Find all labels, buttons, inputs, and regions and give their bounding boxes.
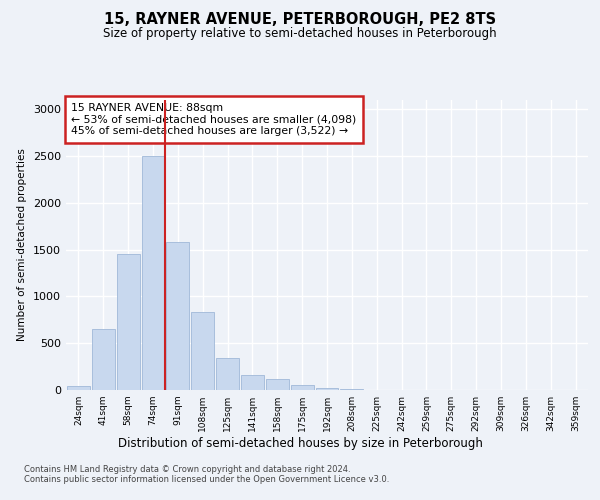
Y-axis label: Number of semi-detached properties: Number of semi-detached properties — [17, 148, 28, 342]
Bar — [266, 379, 289, 390]
Bar — [340, 389, 363, 390]
Text: Contains public sector information licensed under the Open Government Licence v3: Contains public sector information licen… — [24, 476, 389, 484]
Bar — [142, 156, 164, 390]
Text: Contains HM Land Registry data © Crown copyright and database right 2024.: Contains HM Land Registry data © Crown c… — [24, 466, 350, 474]
Bar — [216, 358, 239, 390]
Text: 15 RAYNER AVENUE: 88sqm
← 53% of semi-detached houses are smaller (4,098)
45% of: 15 RAYNER AVENUE: 88sqm ← 53% of semi-de… — [71, 103, 356, 136]
Bar — [166, 242, 189, 390]
Bar — [117, 254, 140, 390]
Bar — [191, 312, 214, 390]
Text: Size of property relative to semi-detached houses in Peterborough: Size of property relative to semi-detach… — [103, 28, 497, 40]
Bar — [316, 388, 338, 390]
Bar — [67, 386, 90, 390]
Bar — [241, 374, 264, 390]
Text: 15, RAYNER AVENUE, PETERBOROUGH, PE2 8TS: 15, RAYNER AVENUE, PETERBOROUGH, PE2 8TS — [104, 12, 496, 28]
Bar — [291, 386, 314, 390]
Text: Distribution of semi-detached houses by size in Peterborough: Distribution of semi-detached houses by … — [118, 438, 482, 450]
Bar — [92, 329, 115, 390]
